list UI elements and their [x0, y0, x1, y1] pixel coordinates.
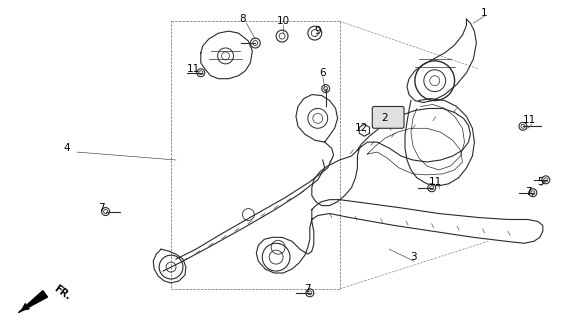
- Text: 8: 8: [239, 14, 246, 24]
- Text: 7: 7: [524, 187, 531, 197]
- Text: 7: 7: [304, 284, 311, 294]
- Text: FR.: FR.: [52, 284, 73, 302]
- Text: 11: 11: [429, 177, 442, 187]
- Text: 12: 12: [355, 123, 368, 133]
- Text: 10: 10: [276, 16, 290, 26]
- Text: 11: 11: [187, 64, 200, 74]
- Text: 4: 4: [63, 143, 70, 153]
- Text: 1: 1: [481, 8, 488, 18]
- Text: 7: 7: [98, 203, 105, 212]
- Text: 9: 9: [314, 26, 321, 36]
- Text: 2: 2: [381, 113, 388, 124]
- Polygon shape: [19, 291, 48, 313]
- Text: 6: 6: [320, 68, 326, 78]
- Text: 5: 5: [538, 177, 544, 187]
- Text: 3: 3: [411, 252, 417, 262]
- Text: 11: 11: [523, 115, 537, 125]
- FancyBboxPatch shape: [372, 107, 404, 128]
